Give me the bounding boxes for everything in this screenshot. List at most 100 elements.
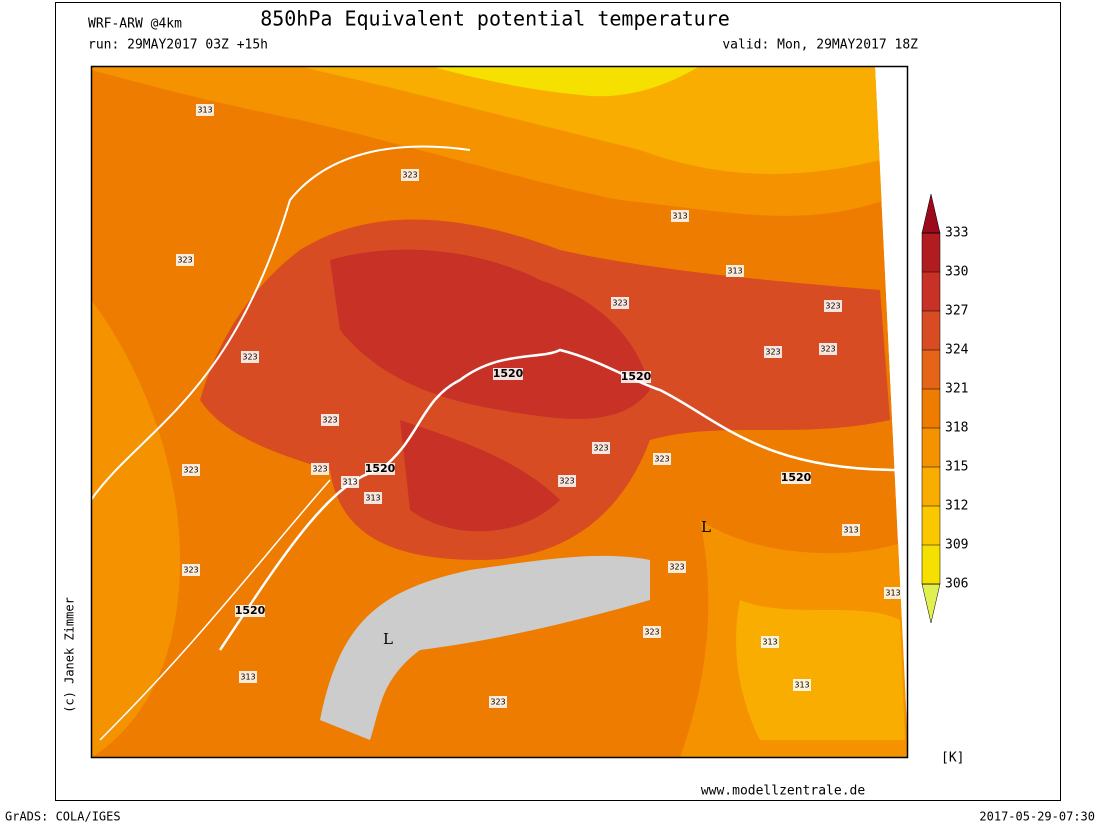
contour-label: 1520 <box>365 462 396 475</box>
credit: (c) Janek Zimmer <box>63 597 77 713</box>
contour-label-box <box>235 605 265 617</box>
contour-label: 323 <box>669 563 684 572</box>
contour-label-box <box>621 371 651 383</box>
colorbar-tick-label: 330 <box>945 265 968 280</box>
contour-label-box <box>311 463 329 475</box>
region <box>330 249 650 419</box>
contour-line <box>91 145 471 501</box>
contour-label: 323 <box>242 353 257 362</box>
contour-label-box <box>401 169 419 181</box>
contour-label-box <box>241 351 259 363</box>
contour-label: 323 <box>825 302 840 311</box>
map-title: 850hPa Equivalent potential temperature <box>260 7 730 31</box>
contour-label-box <box>364 492 382 504</box>
colorbar-tick-label: 309 <box>945 538 968 553</box>
contour-label-box <box>321 414 339 426</box>
map-frame <box>90 65 909 759</box>
colorbar-tick-label: 312 <box>945 499 968 514</box>
colorbar-segment <box>922 545 940 584</box>
contour-label-box <box>671 210 689 222</box>
contour-label-box <box>182 464 200 476</box>
contour-label-box <box>558 475 576 487</box>
colorbar: 306 309 312 315 318 321 324 327 330 333 <box>921 193 969 624</box>
contour-label: 323 <box>312 465 327 474</box>
contour-label-box <box>493 368 523 380</box>
alps-terrain-mask <box>320 555 650 740</box>
contour-label-box <box>176 254 194 266</box>
contour-label-box <box>239 671 257 683</box>
contour-label: 323 <box>183 566 198 575</box>
contour-label-box <box>365 463 395 475</box>
low-pressure-marker: L <box>383 630 393 648</box>
contour-label: 323 <box>559 477 574 486</box>
map-area: 313 323 323 313 313 323 323 323 323 1520 1520 323 32… <box>91 66 908 758</box>
model-label: WRF-ARW @4km <box>88 17 182 32</box>
contour-label: 313 <box>672 212 687 221</box>
colorbar-segment <box>922 428 940 467</box>
colorbar-segment <box>922 272 940 311</box>
contour-label-box <box>592 442 610 454</box>
contour-label-box <box>611 297 629 309</box>
timestamp: 2017-05-29-07:30 <box>979 810 1095 824</box>
colorbar-tick-label: 315 <box>945 460 968 475</box>
colorbar-unit: [K] <box>941 751 964 766</box>
contour-label: 323 <box>612 299 627 308</box>
region <box>430 66 700 97</box>
colorbar-tick-label: 327 <box>945 304 968 319</box>
contour-label-box <box>668 561 686 573</box>
contour-label: 323 <box>644 628 659 637</box>
contour-label: 323 <box>765 348 780 357</box>
contour-label-box <box>489 696 507 708</box>
region <box>91 300 180 758</box>
contour-label: 323 <box>177 256 192 265</box>
contour-label: 323 <box>593 444 608 453</box>
contour-label: 313 <box>342 478 357 487</box>
colorbar-segment <box>922 233 940 272</box>
contour-label: 1520 <box>493 367 524 380</box>
colorbar-segment <box>922 389 940 428</box>
contour-label-box <box>819 343 837 355</box>
contour-label: 323 <box>402 171 417 180</box>
contour-label: 313 <box>727 267 742 276</box>
contour-label: 1520 <box>621 370 652 383</box>
contour-line <box>218 348 901 651</box>
colorbar-tick-label: 318 <box>945 421 968 436</box>
colorbar-tick-label: 321 <box>945 382 968 397</box>
colorbar-tick-label: 333 <box>945 226 968 241</box>
colorbar-tick-label: 324 <box>945 343 969 358</box>
contour-labels: 313 323 323 313 313 323 323 323 323 1520 1520 323 32… <box>176 104 902 708</box>
contour-label-box <box>842 524 860 536</box>
contour-label: 323 <box>183 466 198 475</box>
contour-label: 313 <box>762 638 777 647</box>
contour-label: 1520 <box>235 604 266 617</box>
contour-label: 313 <box>240 673 255 682</box>
colorbar-segment <box>922 467 940 506</box>
outer-frame <box>55 2 1061 801</box>
contour-label: 323 <box>654 455 669 464</box>
colorbar-segment <box>922 311 940 350</box>
contour-label-box <box>196 104 214 116</box>
contour-label-box <box>341 476 359 488</box>
valid-label: valid: Mon, 29MAY2017 18Z <box>722 38 918 53</box>
contour-label-box <box>643 626 661 638</box>
contour-label-box <box>761 636 779 648</box>
contour-line <box>99 479 331 741</box>
contour-label: 313 <box>885 589 900 598</box>
contour-label: 323 <box>322 416 337 425</box>
colorbar-tick-label: 306 <box>945 577 968 592</box>
contour-label-box <box>726 265 744 277</box>
contour-label-box <box>824 300 842 312</box>
run-label: run: 29MAY2017 03Z +15h <box>88 38 268 53</box>
contour-label: 1520 <box>781 471 812 484</box>
website: www.modellzentrale.de <box>701 784 866 799</box>
contour-label: 323 <box>490 698 505 707</box>
region <box>736 600 905 740</box>
colorbar-high-triangle <box>921 193 941 234</box>
software-credit: GrADS: COLA/IGES <box>5 810 121 824</box>
colorbar-segment <box>922 350 940 389</box>
colorbar-low-triangle <box>921 583 941 624</box>
contour-label: 313 <box>365 494 380 503</box>
contour-label-box <box>182 564 200 576</box>
contour-label: 313 <box>794 681 809 690</box>
